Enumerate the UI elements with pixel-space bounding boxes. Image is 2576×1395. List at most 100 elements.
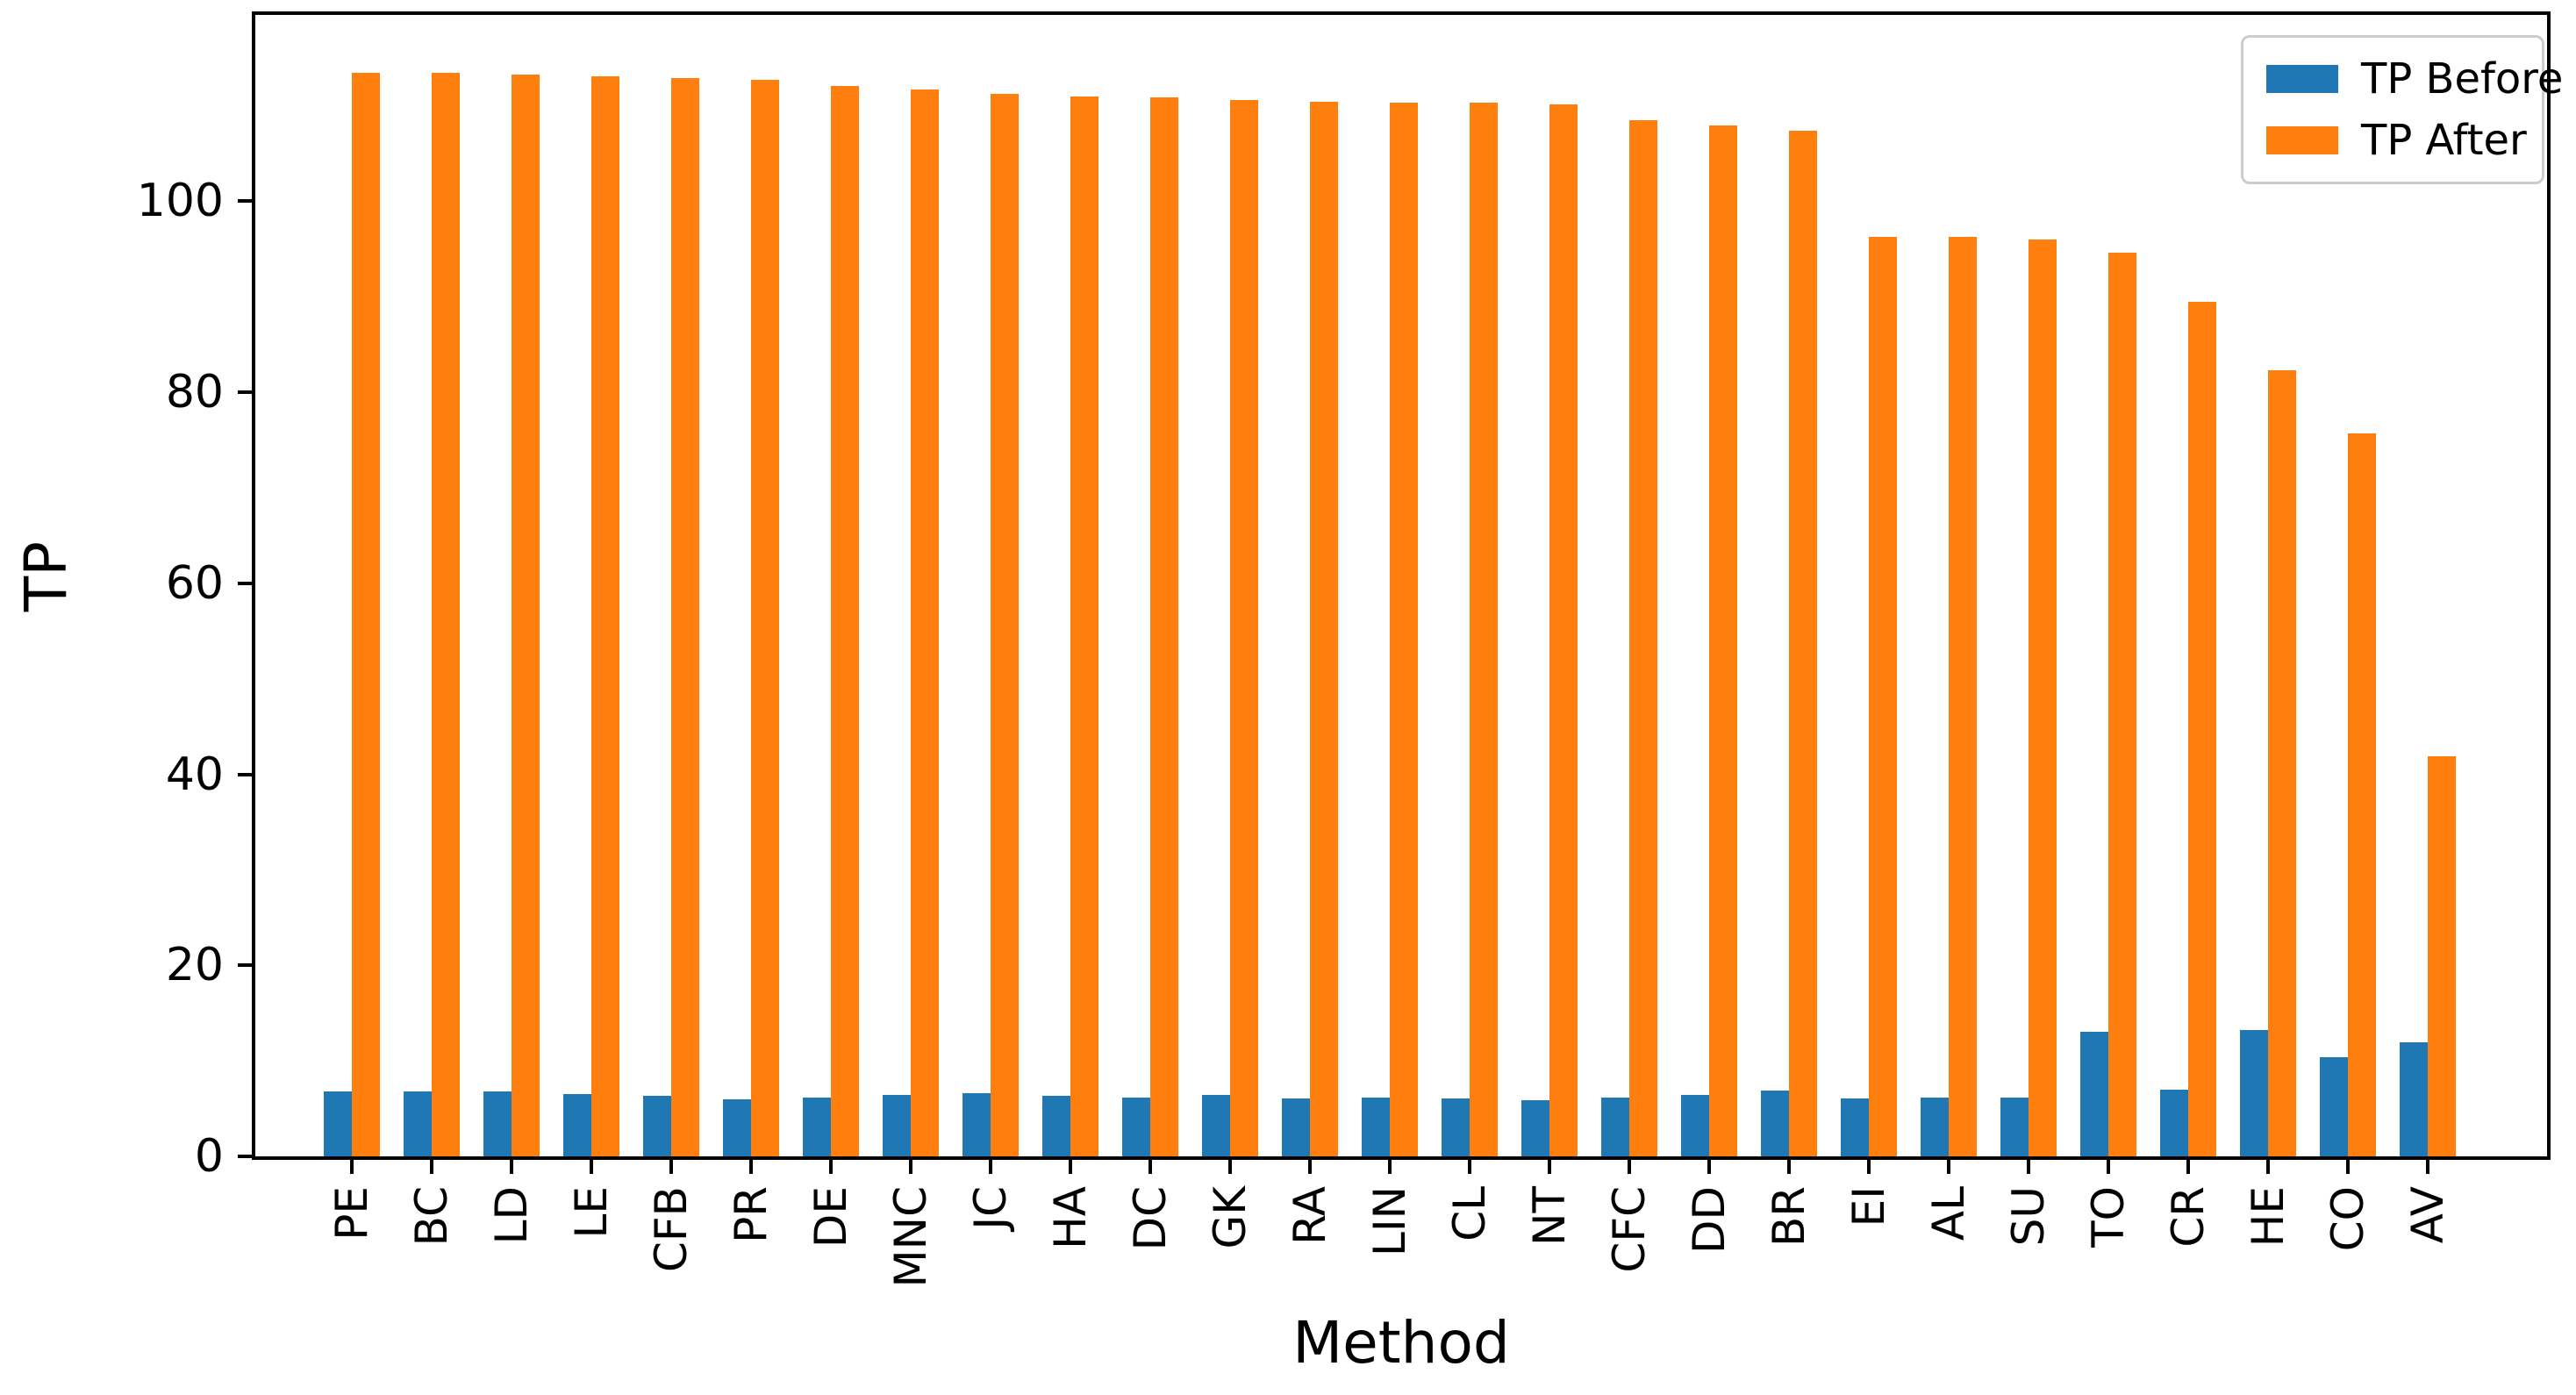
bar-tp-after-TO (2107, 253, 2136, 1156)
bar-tp-before-BC (403, 1091, 432, 1156)
bar-tp-before-CR (2159, 1089, 2188, 1156)
y-tick-80 (238, 390, 252, 395)
legend: TP Before TP After (2241, 35, 2563, 184)
x-tick-label-CR: CR (2162, 1186, 2214, 1248)
y-tick-label-20: 20 (165, 939, 224, 992)
x-tick-label-CFB: CFB (645, 1186, 697, 1272)
y-axis-label: TP (12, 540, 80, 612)
bar-tp-after-CFC (1628, 119, 1657, 1156)
bar-tp-before-EI (1840, 1098, 1869, 1156)
x-axis-label: Method (1292, 1309, 1510, 1377)
x-tick-label-JC: JC (964, 1186, 1016, 1230)
x-tick-AL (1946, 1160, 1950, 1174)
x-tick-label-CL: CL (1443, 1186, 1495, 1241)
y-tick-0 (238, 1155, 252, 1158)
x-tick-NT (1547, 1160, 1551, 1174)
x-tick-CO (2345, 1160, 2350, 1174)
y-tick-40 (238, 772, 252, 776)
x-tick-label-HE: HE (2242, 1186, 2293, 1248)
y-tick-20 (238, 963, 252, 968)
x-tick-PE (349, 1160, 354, 1174)
x-tick-label-GK: GK (1204, 1186, 1256, 1249)
bar-tp-before-CFB (642, 1096, 671, 1156)
legend-swatch-tp-after (2266, 126, 2338, 154)
x-tick-BC (429, 1160, 433, 1174)
x-tick-CR (2186, 1160, 2190, 1174)
y-tick-label-40: 40 (165, 748, 224, 801)
x-tick-label-DD: DD (1683, 1186, 1735, 1255)
x-tick-label-DE: DE (805, 1186, 856, 1248)
bar-tp-after-PR (750, 80, 779, 1156)
x-tick-label-EI: EI (1843, 1186, 1894, 1227)
x-tick-TO (2106, 1160, 2110, 1174)
x-tick-label-LIN: LIN (1363, 1186, 1415, 1257)
x-tick-EI (1866, 1160, 1871, 1174)
x-tick-label-LE: LE (565, 1186, 617, 1239)
bar-tp-before-PE (323, 1091, 352, 1156)
x-tick-SU (2026, 1160, 2030, 1174)
legend-item-tp-before: TP Before (2266, 55, 2563, 103)
bar-tp-before-NT (1521, 1099, 1549, 1156)
bar-tp-after-RA (1309, 102, 1338, 1156)
bar-tp-after-HE (2267, 370, 2296, 1156)
x-tick-CFB (669, 1160, 673, 1174)
bar-tp-after-AL (1948, 236, 1977, 1156)
x-tick-LIN (1387, 1160, 1392, 1174)
bar-tp-after-EI (1868, 236, 1897, 1156)
bar-tp-after-SU (2028, 239, 2057, 1156)
bar-tp-before-HA (1041, 1096, 1070, 1156)
bar-tp-before-AL (1920, 1097, 1949, 1156)
x-tick-label-BC: BC (405, 1186, 457, 1247)
x-tick-label-AV: AV (2401, 1186, 2453, 1244)
bar-tp-before-GK (1201, 1095, 1230, 1156)
bar-tp-after-MNC (910, 89, 939, 1156)
x-tick-label-LD: LD (485, 1186, 537, 1245)
bar-tp-before-PR (722, 1098, 751, 1156)
bar-tp-before-LD (483, 1091, 512, 1156)
x-tick-DE (828, 1160, 833, 1174)
bar-tp-after-NT (1549, 104, 1578, 1156)
bar-tp-before-BR (1760, 1090, 1789, 1156)
x-tick-label-PE: PE (326, 1186, 377, 1241)
bar-tp-after-DC (1149, 97, 1178, 1156)
bar-tp-after-GK (1229, 99, 1258, 1156)
x-tick-label-HA: HA (1044, 1186, 1096, 1249)
bar-tp-after-AV (2427, 755, 2456, 1156)
x-tick-label-TO: TO (2082, 1186, 2134, 1248)
bar-tp-after-LD (511, 74, 540, 1156)
bar-tp-after-DD (1708, 125, 1737, 1156)
bar-tp-after-CL (1469, 103, 1498, 1156)
x-tick-label-PR: PR (725, 1186, 776, 1243)
y-tick-label-60: 60 (165, 556, 224, 610)
x-tick-label-NT: NT (1523, 1186, 1575, 1246)
x-tick-label-CO: CO (2322, 1186, 2373, 1252)
plot-area (238, 11, 2551, 1174)
x-tick-GK (1227, 1160, 1232, 1174)
y-tick-label-0: 0 (194, 1130, 224, 1183)
bar-tp-after-CO (2347, 433, 2376, 1156)
x-tick-LE (589, 1160, 593, 1174)
bar-tp-before-CFC (1600, 1097, 1629, 1156)
x-tick-label-SU: SU (2002, 1186, 2054, 1247)
bar-tp-before-DC (1121, 1097, 1150, 1156)
bar-tp-after-DE (830, 85, 859, 1156)
x-tick-label-BR: BR (1763, 1186, 1814, 1248)
x-tick-CFC (1627, 1160, 1631, 1174)
bar-tp-before-CO (2319, 1056, 2348, 1156)
x-tick-DC (1148, 1160, 1152, 1174)
bar-tp-before-DD (1680, 1095, 1709, 1156)
y-tick-label-100: 100 (136, 175, 224, 228)
bar-tp-before-DE (802, 1097, 831, 1156)
bar-tp-before-SU (2000, 1097, 2029, 1156)
x-tick-RA (1307, 1160, 1312, 1174)
x-tick-label-DC: DC (1124, 1186, 1176, 1251)
x-tick-label-CFC: CFC (1603, 1186, 1655, 1273)
x-tick-DD (1707, 1160, 1711, 1174)
legend-label-tp-after: TP After (2361, 116, 2527, 165)
x-tick-AV (2425, 1160, 2429, 1174)
bar-tp-after-BR (1788, 130, 1817, 1156)
bar-tp-after-CFB (670, 77, 699, 1156)
y-tick-label-80: 80 (165, 366, 224, 419)
x-tick-MNC (908, 1160, 912, 1174)
bar-tp-after-PE (351, 73, 380, 1156)
